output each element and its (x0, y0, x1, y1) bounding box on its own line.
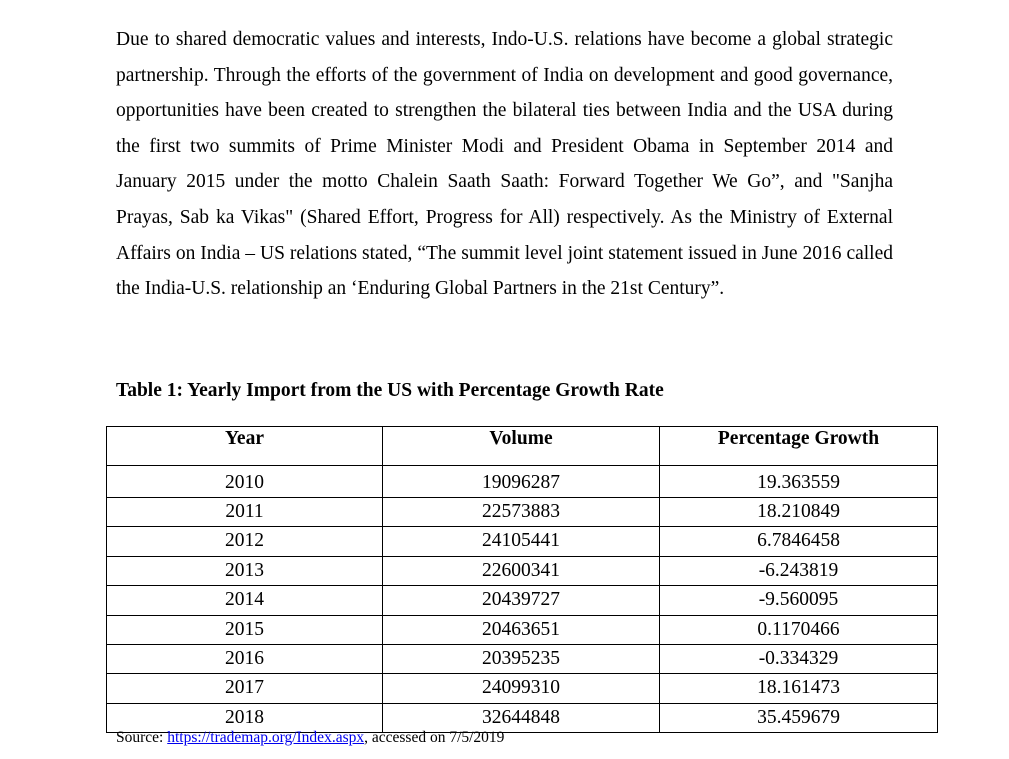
cell-growth: -9.560095 (659, 585, 938, 616)
cell-growth: -0.334329 (659, 643, 938, 675)
table-row: 2012 24105441 6.7846458 (106, 526, 938, 557)
header-year: Year (106, 426, 383, 466)
cell-growth: -6.243819 (659, 555, 938, 587)
source-suffix: , accessed on 7/5/2019 (364, 729, 505, 746)
cell-volume: 22600341 (382, 555, 660, 587)
cell-year: 2010 (106, 465, 383, 498)
cell-growth: 18.210849 (659, 496, 938, 528)
cell-volume: 20463651 (382, 614, 660, 645)
cell-year: 2017 (106, 673, 383, 704)
cell-year: 2014 (106, 585, 383, 616)
body-paragraph: Due to shared democratic values and inte… (116, 29, 893, 300)
cell-growth: 0.1170466 (659, 614, 938, 645)
table-row: 2011 22573883 18.210849 (106, 496, 938, 528)
cell-volume: 24099310 (382, 673, 660, 704)
cell-volume: 19096287 (382, 465, 660, 498)
import-table: Year Volume Percentage Growth 2010 19096… (106, 426, 938, 734)
table-row: 2010 19096287 19.363559 (106, 465, 938, 498)
cell-year: 2015 (106, 614, 383, 645)
table-row: 2015 20463651 0.1170466 (106, 614, 938, 645)
cell-year: 2012 (106, 526, 383, 557)
table-row: 2016 20395235 -0.334329 (106, 643, 938, 675)
table-row: 2013 22600341 -6.243819 (106, 555, 938, 587)
cell-year: 2011 (106, 496, 383, 528)
table-row: 2018 32644848 35.459679 (106, 702, 938, 734)
source-note: Source: https://trademap.org/Index.aspx,… (116, 729, 504, 747)
cell-volume: 20439727 (382, 585, 660, 616)
table-header-row: Year Volume Percentage Growth (106, 426, 938, 466)
table-row: 2014 20439727 -9.560095 (106, 585, 938, 616)
source-link[interactable]: https://trademap.org/Index.aspx (167, 729, 365, 746)
cell-year: 2016 (106, 643, 383, 675)
header-percentage-growth: Percentage Growth (659, 426, 938, 466)
cell-growth: 35.459679 (659, 702, 938, 734)
cell-growth: 6.7846458 (659, 526, 938, 557)
cell-growth: 19.363559 (659, 465, 938, 498)
cell-growth: 18.161473 (659, 673, 938, 704)
cell-volume: 22573883 (382, 496, 660, 528)
header-volume: Volume (382, 426, 660, 466)
table-row: 2017 24099310 18.161473 (106, 673, 938, 704)
cell-volume: 32644848 (382, 702, 660, 734)
cell-year: 2018 (106, 702, 383, 734)
cell-volume: 24105441 (382, 526, 660, 557)
cell-year: 2013 (106, 555, 383, 587)
source-prefix: Source: (116, 729, 168, 746)
cell-volume: 20395235 (382, 643, 660, 675)
table-caption: Table 1: Yearly Import from the US with … (116, 380, 664, 401)
